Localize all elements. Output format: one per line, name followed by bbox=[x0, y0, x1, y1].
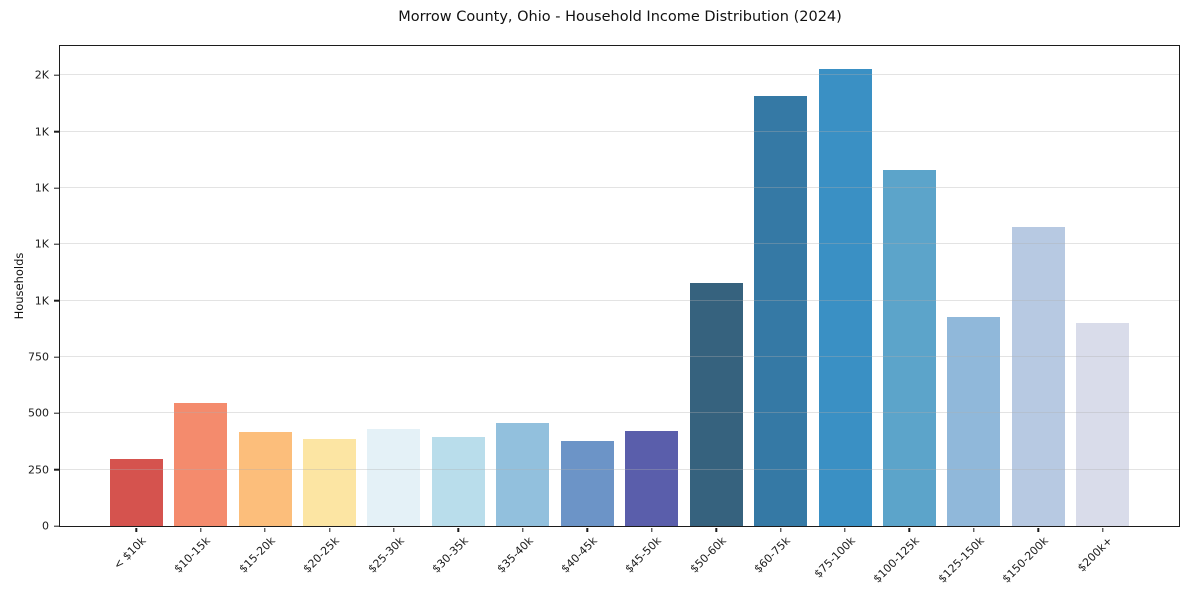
bar-3 bbox=[238, 431, 292, 526]
x-tick-label: $10-15k bbox=[171, 534, 214, 576]
bar-16 bbox=[1076, 322, 1130, 526]
bar-group: $125-150k bbox=[935, 46, 1006, 585]
chart-title: Morrow County, Ohio - Household Income D… bbox=[398, 9, 842, 25]
x-tick bbox=[135, 527, 137, 532]
bar-1 bbox=[109, 458, 163, 526]
x-tick bbox=[973, 527, 975, 532]
bar-4 bbox=[303, 439, 357, 526]
x-tick-label: $45-50k bbox=[622, 534, 665, 576]
y-tick-label: 750 bbox=[28, 350, 49, 364]
bar-9 bbox=[625, 431, 679, 526]
bar-6 bbox=[431, 437, 485, 526]
y-tick-label: 1K bbox=[34, 237, 49, 251]
x-tick-label: $15-20k bbox=[236, 534, 278, 576]
bar-group: $60-75k bbox=[748, 46, 812, 576]
x-tick-label: $30-35k bbox=[429, 534, 471, 576]
bar-group: $100-125k bbox=[871, 46, 941, 585]
bar-14 bbox=[947, 316, 1001, 526]
bar-group: $35-40k bbox=[491, 46, 555, 576]
bar-group: $30-35k bbox=[426, 46, 490, 576]
x-tick bbox=[844, 527, 846, 532]
bar-5 bbox=[367, 428, 421, 526]
y-tick-label: 1K bbox=[34, 125, 49, 139]
x-tick-label: $40-45k bbox=[558, 534, 600, 576]
bar-13 bbox=[882, 169, 936, 526]
y-tick-label: 250 bbox=[28, 463, 49, 477]
y-tick bbox=[53, 468, 59, 471]
y-tick-label: 1K bbox=[34, 181, 49, 195]
y-tick bbox=[53, 412, 59, 415]
y-tick-label: 1K bbox=[34, 294, 49, 308]
x-tick-label: $125-150k bbox=[935, 534, 987, 586]
x-tick bbox=[779, 527, 782, 532]
x-tick bbox=[199, 527, 202, 532]
x-tick-label: $60-75k bbox=[751, 534, 794, 576]
x-tick bbox=[457, 527, 460, 532]
y-tick bbox=[53, 187, 59, 189]
bar-12 bbox=[818, 69, 872, 526]
bar-group: $150-200k bbox=[1000, 46, 1070, 585]
x-tick bbox=[651, 527, 653, 532]
bar-15 bbox=[1011, 227, 1065, 526]
bar-group: $50-60k bbox=[684, 46, 748, 576]
y-tick-label: 2K bbox=[34, 68, 49, 82]
x-tick-label: $100-125k bbox=[870, 534, 922, 586]
x-tick bbox=[908, 527, 911, 532]
y-tick bbox=[53, 243, 59, 246]
bar-group: $75-100k bbox=[811, 46, 877, 580]
x-tick bbox=[586, 527, 588, 532]
x-tick-label: $150-200k bbox=[999, 534, 1051, 586]
bar-group: $15-20k bbox=[233, 46, 297, 576]
y-tick bbox=[53, 74, 59, 76]
bar-11 bbox=[754, 95, 808, 526]
y-tick-label: 0 bbox=[42, 519, 49, 533]
y-tick bbox=[53, 130, 59, 133]
bar-10 bbox=[689, 283, 743, 526]
x-tick-label: $20-25k bbox=[300, 534, 343, 576]
bar-group: $200k+ bbox=[1071, 46, 1135, 574]
bar-group: $45-50k bbox=[620, 46, 684, 576]
bars: < $10k $10-15k $15-20k $20-25k $25-30k $30-35… bbox=[60, 46, 1179, 585]
y-axis-title: Households bbox=[12, 252, 26, 320]
x-tick bbox=[1037, 527, 1040, 532]
x-tick bbox=[522, 527, 524, 532]
bar-group: < $10k bbox=[104, 46, 168, 572]
x-tick bbox=[393, 527, 395, 532]
x-tick bbox=[715, 527, 717, 532]
x-tick-label: $25-30k bbox=[365, 534, 407, 576]
x-tick-label: $75-100k bbox=[811, 534, 858, 581]
x-tick-label: $35-40k bbox=[494, 534, 536, 576]
bar-8 bbox=[560, 441, 614, 526]
bar-group: $40-45k bbox=[555, 46, 619, 576]
plot-area: < $10k $10-15k $15-20k $20-25k $25-30k $30-35… bbox=[28, 45, 1180, 585]
bar-2 bbox=[174, 402, 228, 526]
y-tick bbox=[53, 525, 59, 527]
x-tick-label: $50-60k bbox=[687, 534, 729, 576]
x-tick-label: $200k+ bbox=[1075, 534, 1116, 575]
bar-group: $20-25k bbox=[297, 46, 361, 576]
x-tick-label: < $10k bbox=[111, 534, 149, 572]
y-tick-label: 500 bbox=[28, 406, 49, 420]
y-tick bbox=[53, 356, 59, 358]
bar-group: $10-15k bbox=[168, 46, 232, 576]
x-tick bbox=[264, 527, 266, 532]
bar-7 bbox=[496, 422, 550, 526]
x-tick bbox=[328, 527, 331, 532]
bar-group: $25-30k bbox=[362, 46, 426, 576]
x-tick bbox=[1102, 527, 1104, 532]
y-tick bbox=[53, 299, 59, 302]
